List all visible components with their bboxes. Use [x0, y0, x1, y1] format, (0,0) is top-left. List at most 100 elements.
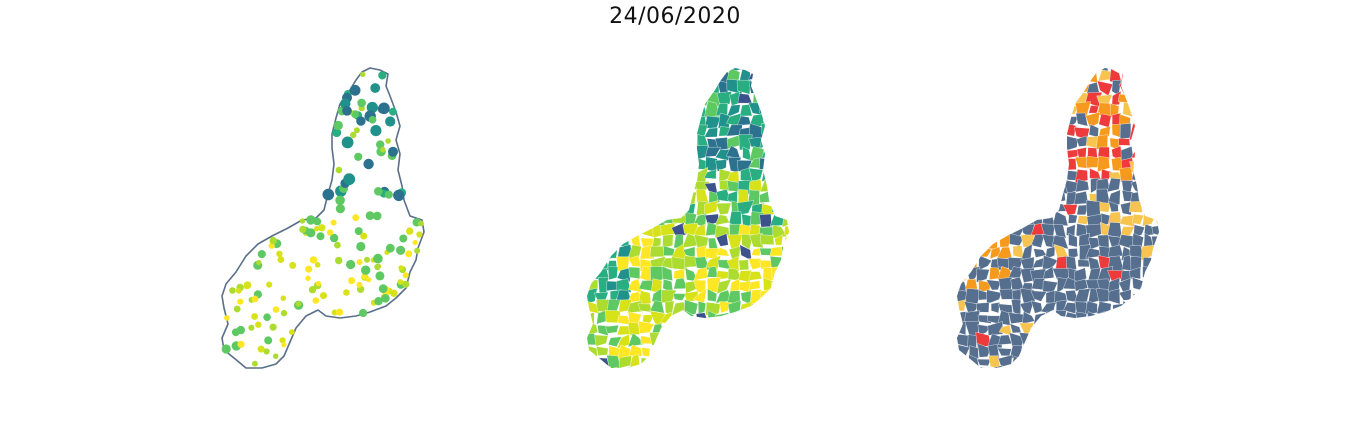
municipality-area	[1130, 346, 1143, 360]
municipality-area	[773, 148, 785, 159]
municipality-area	[1068, 232, 1078, 248]
municipality-area	[770, 78, 786, 96]
municipality-area	[1044, 355, 1056, 368]
municipality-area	[1141, 190, 1154, 204]
municipality-area	[957, 201, 970, 215]
municipality-marker	[272, 306, 280, 313]
municipality-marker	[236, 325, 245, 335]
municipality-area	[945, 269, 955, 281]
municipality-marker	[378, 71, 387, 80]
municipality-area	[649, 135, 666, 147]
municipality-area	[651, 288, 663, 305]
municipality-marker	[374, 297, 383, 306]
municipality-area	[957, 299, 967, 312]
municipality-marker	[366, 101, 378, 114]
municipality-area	[706, 356, 721, 368]
municipality-marker	[306, 215, 316, 225]
municipality-area	[640, 137, 653, 149]
municipality-marker	[269, 323, 277, 331]
municipality-area	[963, 69, 979, 83]
municipality-area	[1140, 133, 1157, 148]
municipality-marker	[299, 218, 305, 224]
municipality-area	[977, 343, 992, 358]
municipality-area	[1010, 199, 1026, 217]
municipality-area	[965, 94, 981, 108]
municipality-area	[1085, 69, 1098, 84]
municipality-marker	[335, 166, 343, 174]
municipality-area	[1129, 201, 1143, 213]
municipality-area	[976, 157, 988, 173]
municipality-area	[728, 357, 742, 367]
municipality-area	[978, 136, 991, 147]
municipality-area	[1033, 312, 1046, 326]
municipality-area	[1054, 91, 1065, 107]
municipality-area	[707, 288, 718, 302]
municipality-area	[1141, 91, 1153, 106]
municipality-marker	[356, 241, 366, 252]
municipality-area	[957, 79, 967, 92]
municipality-marker	[393, 189, 405, 202]
municipality-marker	[397, 279, 404, 285]
municipality-area	[1053, 124, 1069, 138]
municipality-area	[1140, 80, 1156, 97]
municipality-marker	[295, 301, 302, 307]
municipality-area	[1153, 376, 1165, 380]
municipality-area	[782, 90, 789, 105]
municipality-marker	[414, 247, 421, 254]
municipality-area	[957, 69, 958, 83]
municipality-area	[771, 201, 786, 215]
municipality-area	[608, 179, 623, 192]
municipality-marker	[380, 146, 386, 153]
municipality-marker	[335, 256, 343, 265]
municipality-area	[749, 343, 766, 359]
municipality-area	[698, 301, 706, 315]
municipality-area	[997, 79, 1014, 96]
municipality-area	[587, 177, 600, 190]
municipality-area	[1075, 322, 1091, 337]
municipality-area	[1077, 215, 1090, 225]
municipality-area	[696, 332, 709, 348]
municipality-area	[640, 172, 655, 184]
municipality-area	[945, 355, 957, 371]
municipality-area	[1108, 310, 1122, 323]
municipality-area	[977, 182, 990, 192]
municipality-area	[1031, 102, 1046, 115]
municipality-area	[774, 167, 785, 184]
municipality-area	[1086, 370, 1101, 380]
municipality-area	[630, 158, 643, 172]
municipality-area	[1054, 135, 1067, 150]
municipality-marker	[264, 336, 273, 345]
municipality-area	[649, 332, 663, 347]
municipality-marker	[349, 84, 361, 96]
municipality-area	[1132, 69, 1147, 82]
municipality-area	[587, 367, 600, 368]
municipality-area	[638, 200, 655, 217]
municipality-area	[771, 265, 787, 283]
municipality-area	[661, 125, 676, 139]
municipality-area	[1045, 128, 1057, 140]
municipality-area	[1040, 147, 1058, 162]
municipality-area	[1118, 312, 1134, 326]
municipality-area	[739, 104, 753, 117]
municipality-marker	[309, 256, 318, 264]
municipality-area	[1154, 69, 1159, 82]
municipality-area	[957, 201, 959, 215]
municipality-area	[758, 71, 775, 83]
municipality-area	[649, 354, 665, 368]
municipality-area	[1042, 200, 1056, 214]
municipality-area	[957, 113, 969, 128]
municipality-area	[661, 145, 672, 160]
municipality-area	[957, 68, 958, 73]
municipality-area	[783, 68, 789, 71]
municipality-area	[1040, 68, 1055, 85]
municipality-area	[651, 102, 666, 117]
municipality-area	[595, 223, 610, 237]
municipality-area	[594, 201, 610, 217]
municipality-area	[662, 324, 677, 334]
municipality-area	[1130, 256, 1142, 272]
municipality-area	[1000, 68, 1014, 72]
municipality-area	[584, 378, 600, 380]
municipality-area	[587, 234, 601, 249]
municipality-area	[653, 148, 665, 162]
municipality-area	[587, 332, 589, 348]
